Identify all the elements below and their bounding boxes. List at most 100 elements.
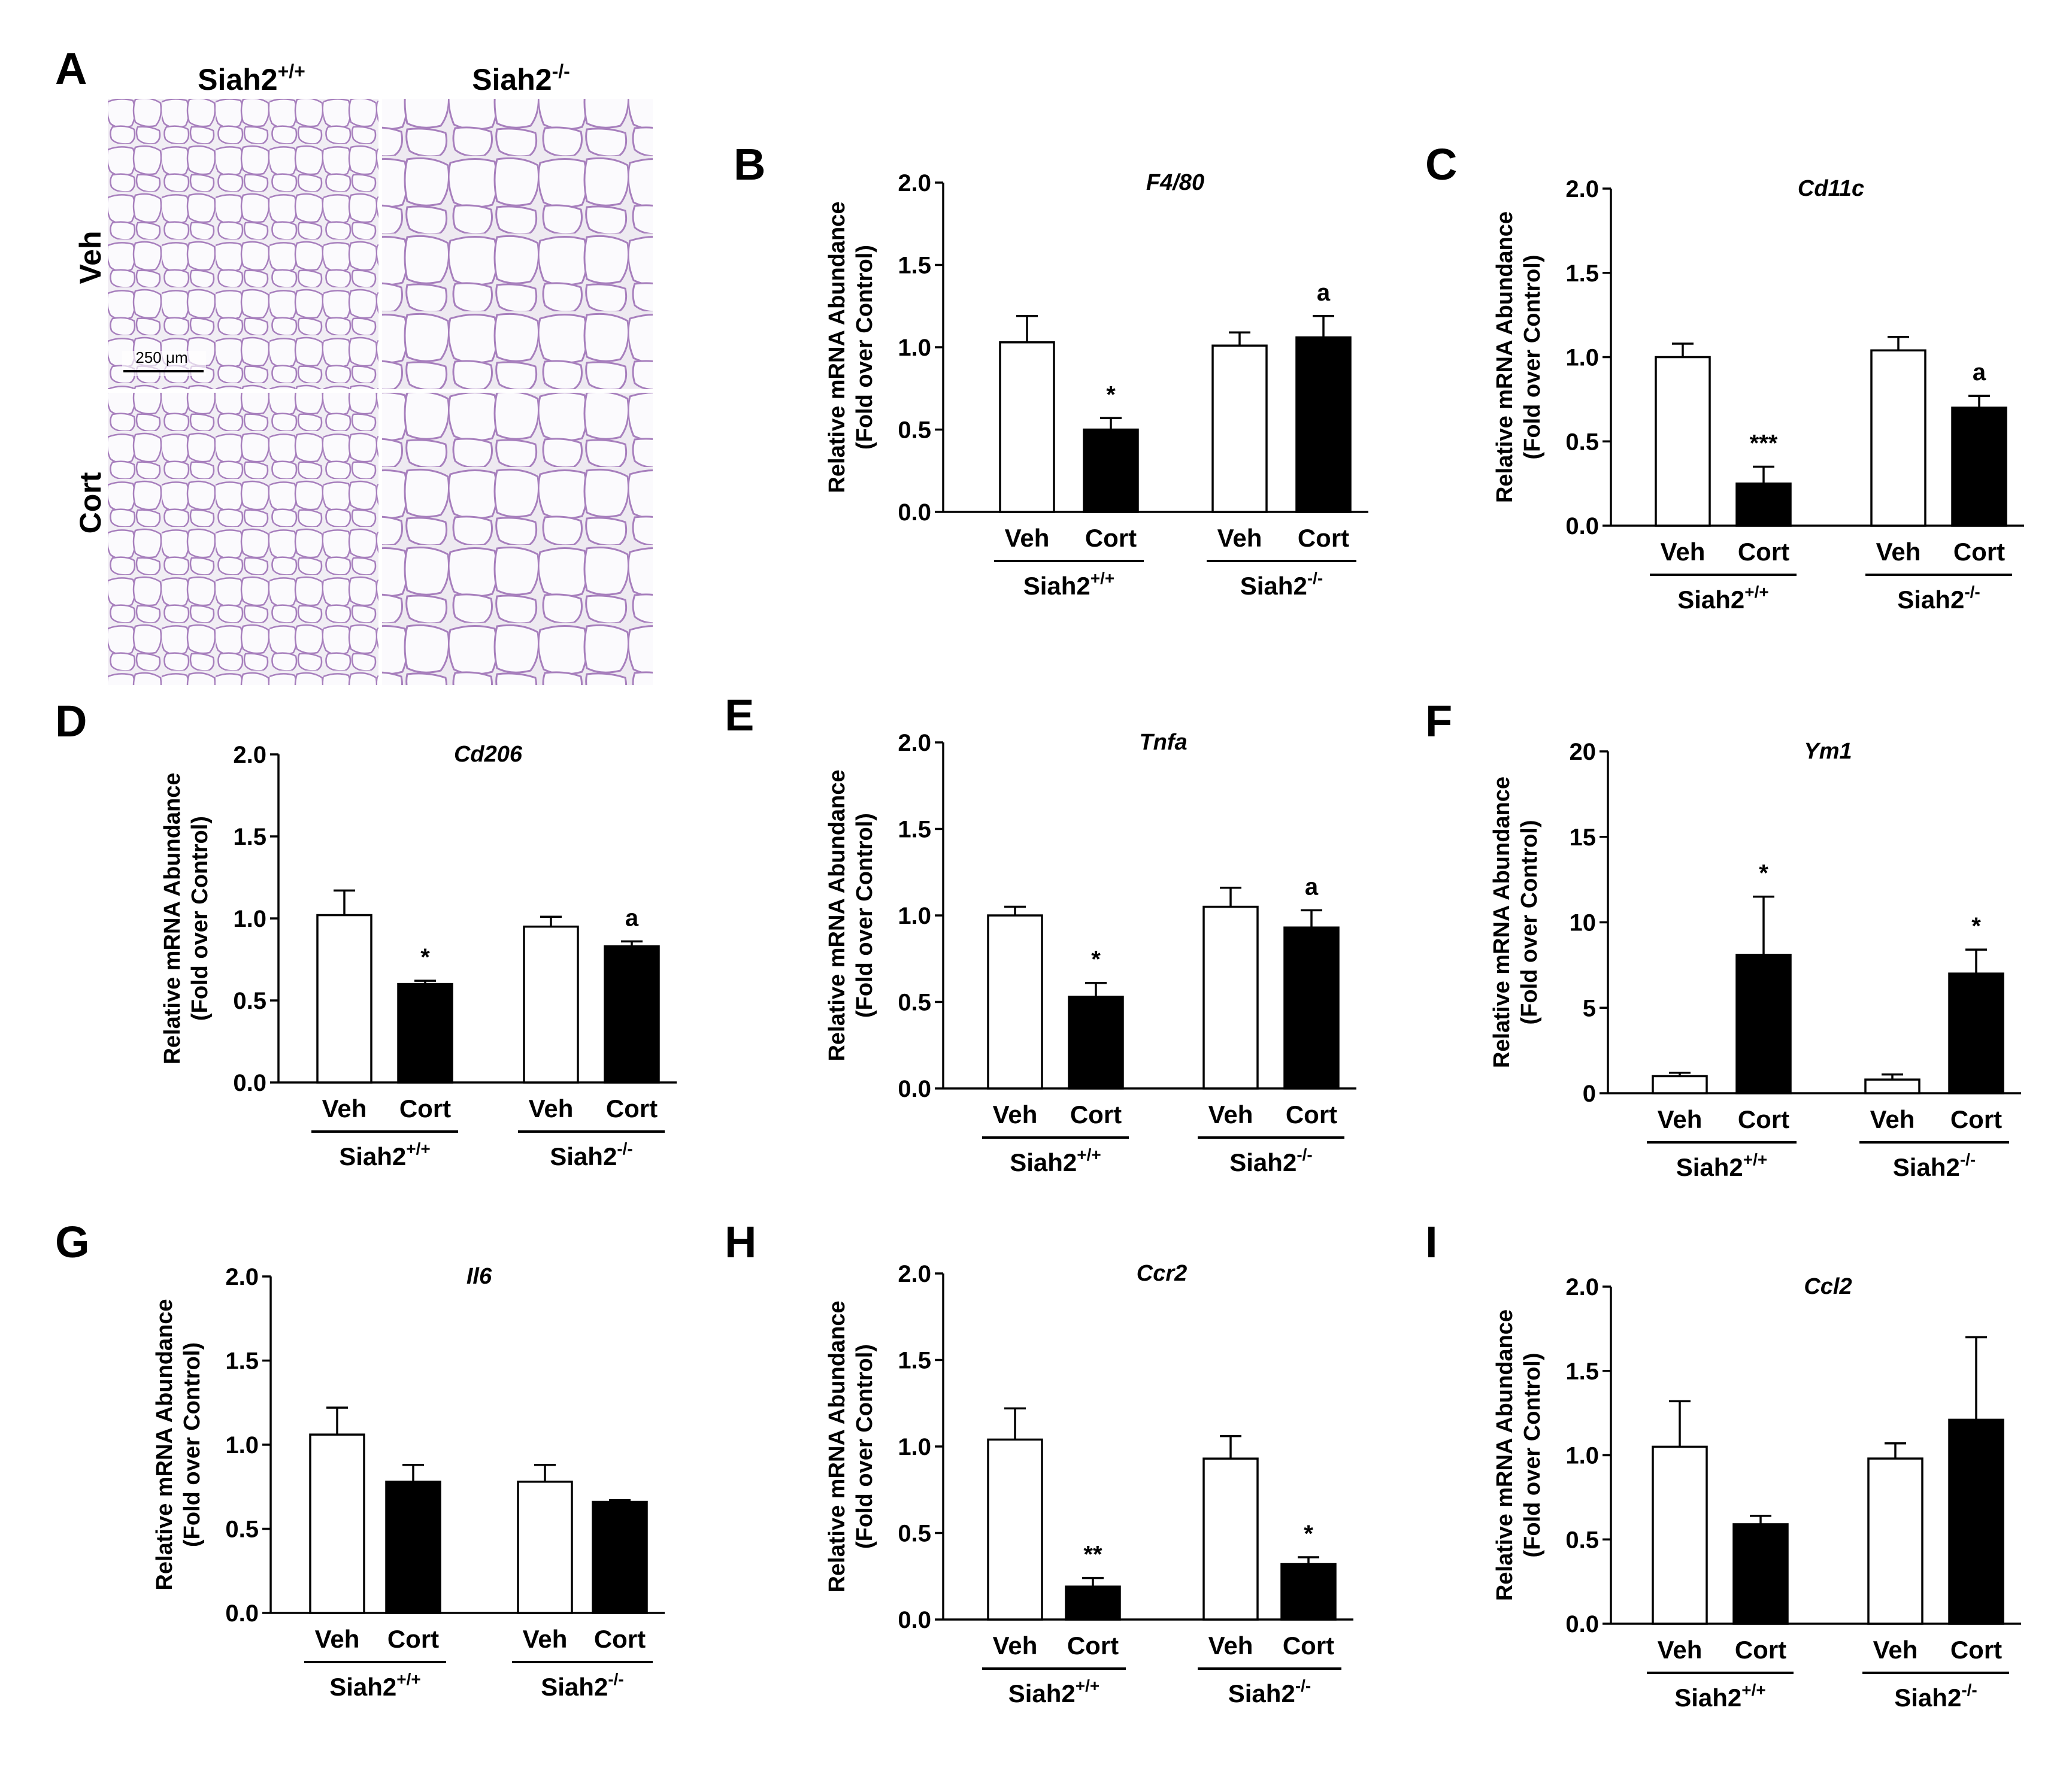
category-label-veh: Veh [993, 1631, 1038, 1660]
y-tick-label: 2.0 [233, 742, 266, 768]
y-tick-label: 0.5 [233, 988, 266, 1014]
chart-panel-f: F Relative mRNA Abundance (Fold over Contr… [1425, 696, 2021, 1181]
genotype-label: Siah2+/+ [339, 1139, 431, 1170]
significance-label: * [1759, 860, 1768, 887]
category-label-cort: Cort [1738, 538, 1789, 566]
bar-veh [523, 925, 579, 1084]
bar-veh [309, 1433, 365, 1614]
y-tick-label: 0.0 [1565, 1611, 1599, 1637]
category-label-cort: Cort [1298, 524, 1349, 552]
significance-label: a [1305, 874, 1319, 900]
y-tick-label: 0.5 [1565, 1527, 1599, 1553]
chart-title-b: F4/80 [1146, 170, 1204, 195]
y-axis-label: Relative mRNA Abundance (Fold over Contro… [160, 772, 213, 1064]
chart-panel-b: B Relative mRNA Abundance (Fold over Contr… [734, 139, 1368, 600]
y-tick-label: 0.5 [898, 417, 931, 444]
significance-label: *** [1750, 430, 1778, 456]
histology-row-label-cort: Cort [74, 472, 107, 533]
histology-image-ko-veh [382, 99, 653, 389]
y-axis-label-line: (Fold over Control) [1517, 820, 1542, 1025]
category-label-veh: Veh [322, 1094, 367, 1123]
category-label-cort: Cort [1953, 538, 2005, 566]
bar-veh [1867, 1457, 1923, 1625]
bar-cort [1735, 482, 1792, 527]
y-axis-label-line: (Fold over Control) [852, 813, 877, 1018]
category-label-cort: Cort [606, 1094, 658, 1123]
histology-image-ko-cort [382, 393, 653, 685]
y-tick-label: 1.0 [898, 1434, 931, 1460]
y-axis-label-line: Relative mRNA Abundance [152, 1299, 177, 1590]
y-axis-label-line: (Fold over Control) [852, 245, 877, 450]
category-label-cort: Cort [1286, 1100, 1337, 1129]
bar-cort [1295, 336, 1352, 513]
y-axis-label: Relative mRNA Abundance (Fold over Contro… [825, 1300, 877, 1592]
bar-cort [1948, 972, 2004, 1094]
panel-a-histology: A Siah2+/+ Siah2-/- Veh Cort 250 μm [55, 44, 653, 685]
category-label-veh: Veh [1658, 1636, 1703, 1664]
y-tick-label: 1.5 [225, 1348, 259, 1375]
category-label-veh: Veh [1661, 538, 1706, 566]
y-tick-label: 0.0 [233, 1070, 266, 1096]
chart-title-i: Ccl2 [1804, 1274, 1852, 1299]
y-tick-label: 1.0 [898, 335, 931, 361]
y-tick-label: 0.5 [898, 990, 931, 1016]
category-label-veh: Veh [1005, 524, 1050, 552]
chart-title-f: Ym1 [1804, 739, 1852, 764]
category-label-veh: Veh [529, 1094, 574, 1123]
bar-cort [1068, 996, 1124, 1090]
y-tick-label: 2.0 [225, 1264, 259, 1290]
bar-cort [592, 1500, 648, 1614]
y-axis-label-line: (Fold over Control) [1520, 1353, 1545, 1558]
category-label-cort: Cort [1283, 1631, 1334, 1660]
genotype-label: Siah2-/- [541, 1670, 624, 1701]
bar-cort [1083, 428, 1139, 513]
category-label-cort: Cort [399, 1094, 451, 1123]
category-label-cort: Cort [1070, 1100, 1122, 1129]
bar-veh [987, 1438, 1043, 1621]
histology-row-label-veh: Veh [74, 231, 107, 284]
y-tick-label: 2.0 [1565, 1274, 1599, 1300]
category-label-cort: Cort [1950, 1636, 2002, 1664]
y-tick-label: 2.0 [1565, 176, 1599, 202]
y-axis-label-line: (Fold over Control) [180, 1342, 205, 1547]
y-axis-label-line: (Fold over Control) [852, 1344, 877, 1549]
y-tick-label: 1.5 [1565, 1358, 1599, 1385]
category-label-cort: Cort [1067, 1631, 1119, 1660]
y-tick-label: 1.5 [233, 824, 266, 850]
scale-bar-label: 250 μm [135, 348, 187, 366]
genotype-label: Siah2+/+ [1008, 1676, 1100, 1708]
y-tick-label: 0.0 [225, 1600, 259, 1627]
y-axis-label-line: (Fold over Control) [1520, 255, 1545, 460]
genotype-label: Siah2+/+ [1010, 1145, 1101, 1176]
significance-label: a [625, 905, 639, 931]
chart-title-d: Cd206 [454, 742, 523, 767]
panel-letter-d: D [55, 696, 87, 746]
panel-letter-e: E [725, 690, 754, 740]
panel-letter-h: H [725, 1217, 756, 1267]
category-label-veh: Veh [315, 1625, 360, 1653]
significance-label: * [1106, 381, 1116, 408]
bar-cort [1951, 407, 2007, 527]
bar-veh [1652, 1445, 1708, 1625]
category-label-veh: Veh [1217, 524, 1262, 552]
y-axis-label-line: Relative mRNA Abundance [825, 769, 850, 1061]
bar-veh [1202, 1457, 1259, 1621]
bar-veh [1870, 349, 1926, 527]
y-tick-label: 2.0 [898, 170, 931, 196]
bar-veh [1864, 1078, 1920, 1094]
panel-letter-a: A [55, 44, 87, 93]
histology-column-label-ko: Siah2-/- [472, 60, 570, 96]
chart-title-e: Tnfa [1139, 730, 1187, 755]
y-axis-label: Relative mRNA Abundance (Fold over Contro… [1492, 211, 1545, 503]
panel-letter-c: C [1425, 139, 1457, 189]
chart-title-g: Il6 [466, 1264, 492, 1289]
y-axis-label-line: Relative mRNA Abundance [1489, 777, 1514, 1068]
histology-column-label-wt: Siah2+/+ [198, 60, 305, 96]
genotype-label: Siah2-/- [1240, 569, 1323, 600]
y-tick-label: 2.0 [898, 730, 931, 756]
genotype-label: Siah2-/- [550, 1139, 633, 1170]
bar-veh [1211, 344, 1268, 513]
y-tick-label: 0 [1583, 1081, 1596, 1107]
y-tick-label: 2.0 [898, 1261, 931, 1287]
chart-panel-i: I Relative mRNA Abundance (Fold over Contr… [1425, 1217, 2021, 1712]
